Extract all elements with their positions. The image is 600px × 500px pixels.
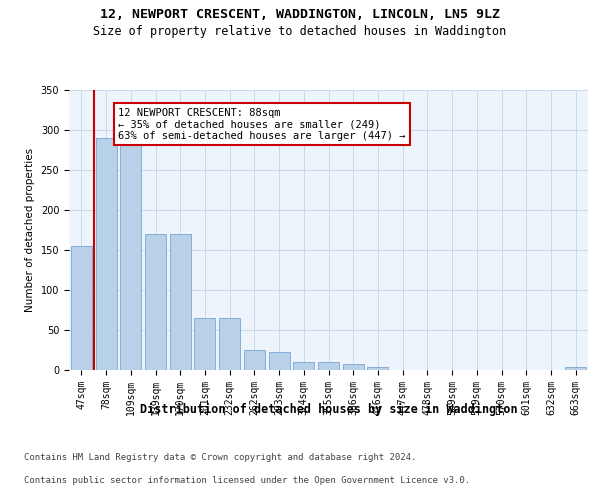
Bar [170, 234, 191, 370]
Bar [293, 362, 314, 370]
Bar [244, 350, 265, 370]
Bar [71, 246, 92, 370]
Text: 12, NEWPORT CRESCENT, WADDINGTON, LINCOLN, LN5 9LZ: 12, NEWPORT CRESCENT, WADDINGTON, LINCOL… [100, 8, 500, 20]
Bar [367, 367, 388, 370]
Bar [145, 234, 166, 370]
Bar [95, 138, 116, 370]
Text: Contains HM Land Registry data © Crown copyright and database right 2024.: Contains HM Land Registry data © Crown c… [24, 454, 416, 462]
Text: Size of property relative to detached houses in Waddington: Size of property relative to detached ho… [94, 25, 506, 38]
Bar [194, 318, 215, 370]
Bar [318, 362, 339, 370]
Bar [565, 367, 586, 370]
Bar [120, 138, 141, 370]
Text: 12 NEWPORT CRESCENT: 88sqm
← 35% of detached houses are smaller (249)
63% of sem: 12 NEWPORT CRESCENT: 88sqm ← 35% of deta… [118, 108, 406, 141]
Bar [219, 318, 240, 370]
Bar [343, 364, 364, 370]
Text: Contains public sector information licensed under the Open Government Licence v3: Contains public sector information licen… [24, 476, 470, 485]
Text: Distribution of detached houses by size in Waddington: Distribution of detached houses by size … [140, 402, 518, 415]
Bar [269, 352, 290, 370]
Y-axis label: Number of detached properties: Number of detached properties [25, 148, 35, 312]
